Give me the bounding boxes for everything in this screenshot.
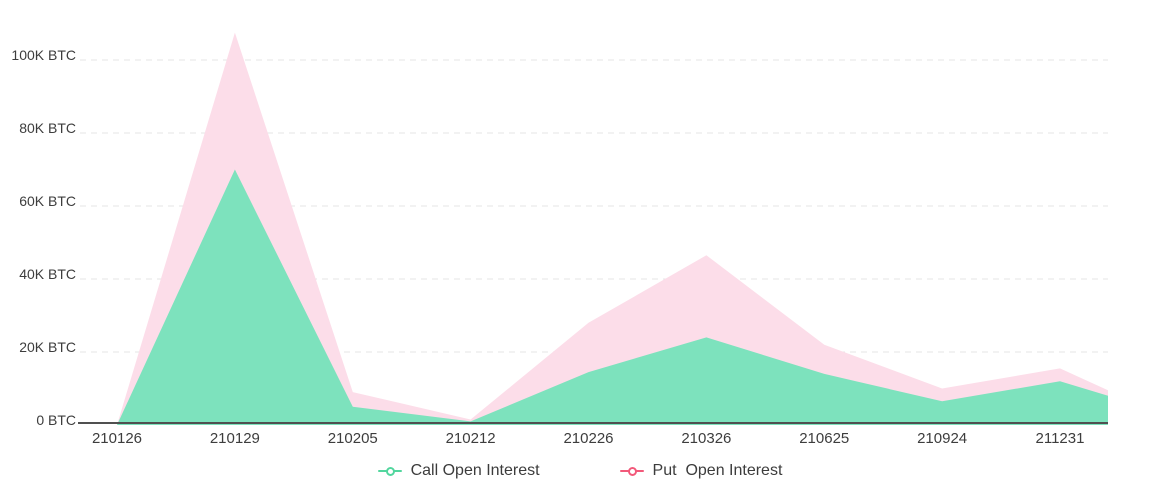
legend: Call Open Interest Put Open Interest (0, 459, 1160, 483)
legend-item-put[interactable]: Put Open Interest (619, 459, 783, 483)
x-tick-label: 210205 (327, 430, 378, 447)
x-tick-label: 210326 (681, 430, 732, 447)
y-tick-label: 40K BTC (19, 266, 76, 282)
y-tick-label: 60K BTC (19, 193, 76, 209)
put-series-marker-icon (619, 464, 644, 478)
legend-item-call[interactable]: Call Open Interest (377, 459, 540, 483)
y-tick-label: 20K BTC (19, 339, 76, 355)
x-tick-label: 210226 (563, 430, 614, 447)
y-tick-label: 80K BTC (19, 120, 76, 136)
call-series-marker-icon (377, 464, 402, 478)
x-tick-label: 210924 (917, 430, 968, 447)
call-area (117, 169, 1108, 425)
x-tick-label: 210129 (209, 430, 260, 447)
y-tick-label: 0 BTC (36, 412, 76, 428)
x-tick-label: 210126 (91, 430, 143, 447)
x-tick-label: 210212 (445, 430, 496, 447)
legend-label-call: Call Open Interest (410, 462, 540, 479)
x-tick-label: 211231 (1035, 430, 1085, 447)
y-tick-label: 100K BTC (11, 47, 76, 63)
x-tick-label: 210625 (799, 430, 850, 447)
legend-label-put: Put Open Interest (652, 462, 783, 479)
